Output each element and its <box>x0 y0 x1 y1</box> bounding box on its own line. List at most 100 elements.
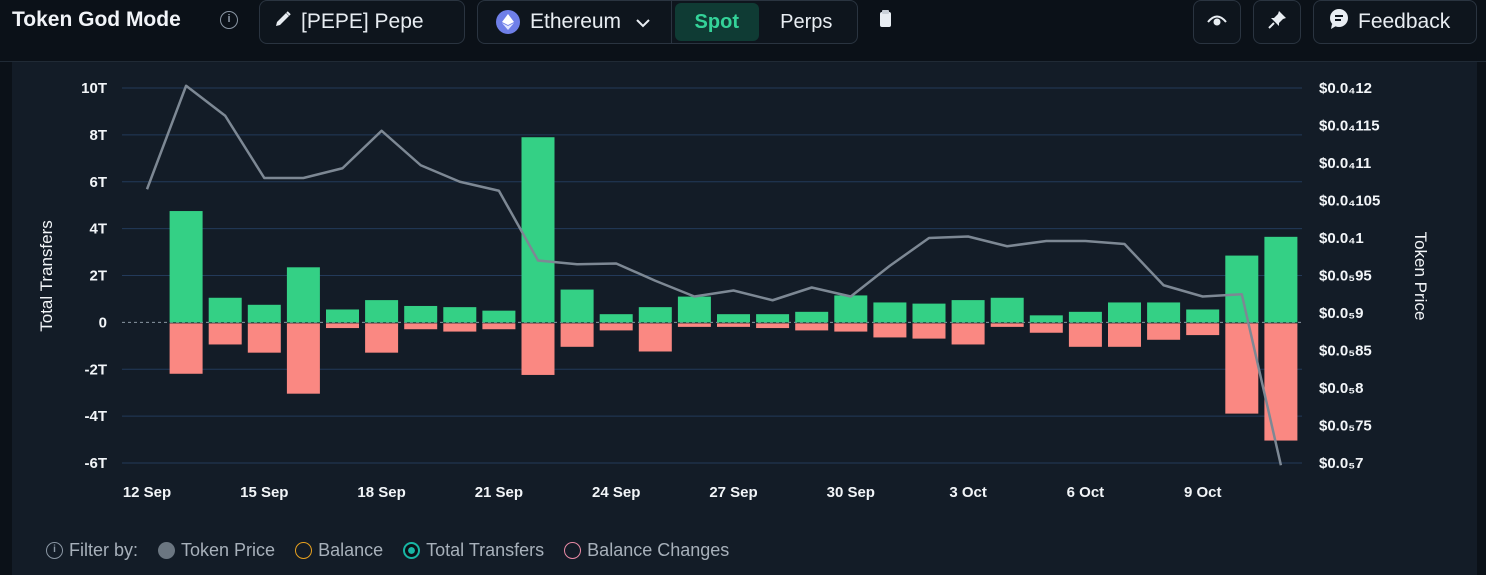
y2-tick-label: $0.0₅85 <box>1319 343 1372 360</box>
y2-axis-title: Token Price <box>1411 232 1430 321</box>
bar-outflow <box>404 323 438 330</box>
bar-outflow <box>912 323 946 339</box>
bar-outflow <box>638 323 672 352</box>
bar-outflow <box>1147 323 1181 340</box>
bar-inflow <box>795 311 829 323</box>
bar-outflow <box>834 323 868 332</box>
bar-inflow <box>560 289 594 323</box>
y-tick-label: 8T <box>89 127 107 144</box>
bar-outflow <box>247 323 281 353</box>
chain-label: Ethereum <box>530 10 622 33</box>
bar-outflow <box>521 323 555 375</box>
bar-inflow <box>1068 311 1102 323</box>
watch-button[interactable] <box>1193 0 1241 44</box>
bar-outflow <box>795 323 829 331</box>
chat-bubble-icon <box>1328 8 1350 36</box>
legend-label: Balance <box>318 540 384 560</box>
bar-outflow <box>990 323 1024 327</box>
bar-outflow <box>482 323 516 330</box>
info-icon: i <box>46 542 63 559</box>
chain-selector[interactable]: Ethereum <box>477 0 671 44</box>
copy-icon[interactable] <box>878 10 894 35</box>
feedback-label: Feedback <box>1358 10 1451 33</box>
pin-icon <box>1267 10 1287 35</box>
bar-inflow <box>208 297 242 323</box>
filter-label-text: Filter by: <box>69 540 139 560</box>
y2-tick-label: $0.0₄1 <box>1319 230 1364 247</box>
bar-inflow <box>286 267 320 323</box>
x-tick-label: 18 Sep <box>357 484 405 501</box>
info-icon[interactable]: i <box>220 11 238 29</box>
y2-tick-label: $0.0₅75 <box>1319 418 1372 435</box>
y-tick-label: 4T <box>89 221 107 238</box>
bar-inflow <box>1108 302 1141 323</box>
bar-outflow <box>717 323 750 327</box>
x-tick-label: 27 Sep <box>709 484 757 501</box>
tab-spot[interactable]: Spot <box>675 3 759 41</box>
legend-balance[interactable]: Balance <box>295 540 383 561</box>
legend-balance-changes[interactable]: Balance Changes <box>564 540 729 561</box>
bar-inflow <box>521 137 555 323</box>
bar-inflow <box>247 304 281 323</box>
bar-inflow <box>677 296 711 323</box>
bar-outflow <box>1029 323 1063 333</box>
bar-inflow <box>482 310 516 323</box>
token-selector[interactable]: [PEPE] Pepe <box>259 0 465 44</box>
bar-inflow <box>404 305 438 323</box>
y-tick-label: 10T <box>81 80 107 97</box>
market-toggle: Spot Perps <box>671 0 858 44</box>
bar-outflow <box>1068 323 1102 347</box>
bar-outflow <box>1186 323 1220 336</box>
x-tick-label: 12 Sep <box>123 484 171 501</box>
y-tick-label: -2T <box>85 361 108 378</box>
bar-outflow <box>1225 323 1259 414</box>
y2-tick-label: $0.0₄115 <box>1319 118 1380 135</box>
y2-tick-label: $0.0₄105 <box>1319 193 1380 210</box>
legend-token-price[interactable]: Token Price <box>158 540 275 561</box>
page-title: Token God Mode <box>12 8 181 31</box>
legend-label: Balance Changes <box>587 540 730 560</box>
token-label: [PEPE] Pepe <box>301 10 424 33</box>
bar-inflow <box>638 307 672 323</box>
bar-outflow <box>951 323 985 345</box>
y-tick-label: -6T <box>85 455 108 472</box>
y2-tick-label: $0.0₅7 <box>1319 455 1363 472</box>
legend-dot <box>564 542 582 559</box>
chevron-down-icon <box>635 10 651 34</box>
feedback-button[interactable]: Feedback <box>1313 0 1477 44</box>
bar-outflow <box>208 323 242 345</box>
y-axis-title: Total Transfers <box>37 220 56 332</box>
y2-tick-label: $0.0₄12 <box>1319 80 1372 97</box>
bar-outflow <box>169 323 203 374</box>
bar-inflow <box>990 297 1024 323</box>
bar-inflow <box>834 295 868 323</box>
legend-label: Total Transfers <box>426 540 545 560</box>
y2-tick-label: $0.0₄11 <box>1319 155 1371 172</box>
x-tick-label: 30 Sep <box>827 484 875 501</box>
legend-dot <box>158 542 176 559</box>
price-line <box>145 84 1283 466</box>
y-tick-label: -4T <box>85 408 108 425</box>
bar-inflow <box>1225 255 1259 323</box>
y2-tick-label: $0.0₅95 <box>1319 268 1372 285</box>
pin-button[interactable] <box>1253 0 1301 44</box>
bar-inflow <box>169 211 203 323</box>
legend-label: Token Price <box>181 540 276 560</box>
legend-total-transfers[interactable]: Total Transfers <box>403 540 544 561</box>
tab-perps[interactable]: Perps <box>780 10 833 33</box>
x-tick-label: 15 Sep <box>240 484 288 501</box>
bar-inflow <box>599 314 633 323</box>
x-tick-label: 6 Oct <box>1067 484 1105 501</box>
y-tick-label: 2T <box>89 268 107 285</box>
bar-outflow <box>286 323 320 394</box>
y2-tick-label: $0.0₅8 <box>1319 380 1363 397</box>
bar-inflow <box>1186 309 1220 323</box>
x-tick-label: 24 Sep <box>592 484 640 501</box>
bar-inflow <box>873 302 907 323</box>
bar-outflow <box>560 323 594 347</box>
y-tick-label: 6T <box>89 174 107 191</box>
ethereum-icon <box>496 10 520 34</box>
eye-icon <box>1207 13 1227 32</box>
bar-inflow <box>951 300 985 323</box>
